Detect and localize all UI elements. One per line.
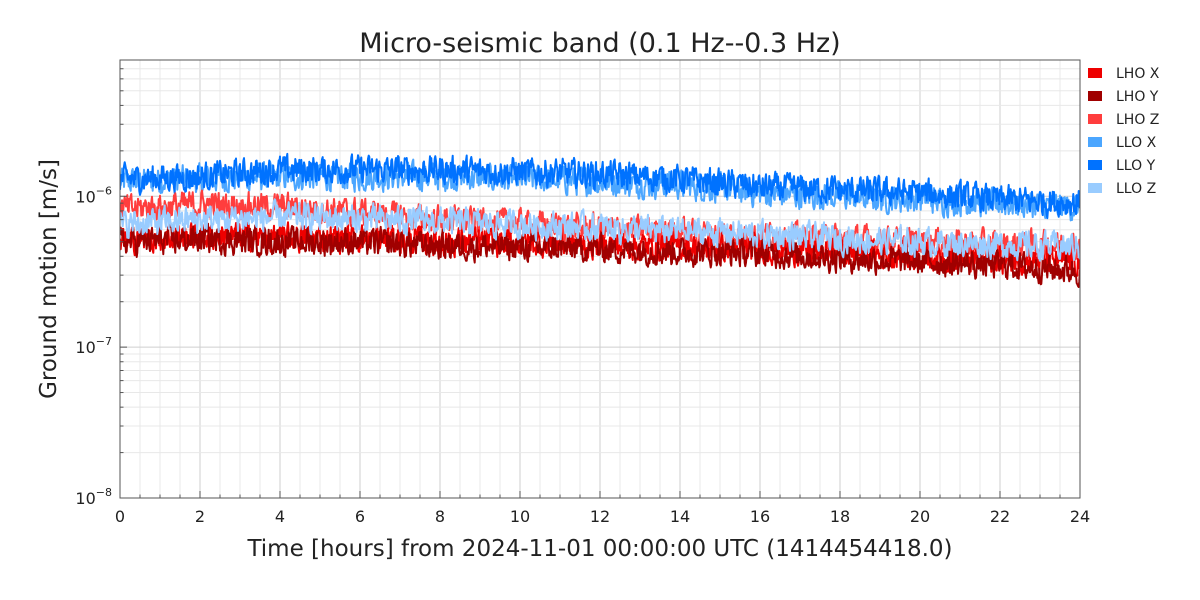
legend-label: LHO Y [1116,89,1159,105]
series-line-lho-z [120,189,1080,262]
x-tick-label: 18 [830,507,850,526]
legend-label: LLO Z [1116,181,1156,197]
legend-swatch [1088,114,1102,124]
series-layer [120,152,1080,288]
legend-label: LLO Y [1116,158,1156,174]
y-tick-label: 10−6 [75,184,112,206]
legend-label: LHO Z [1116,112,1159,128]
x-tick-labels: 0 2 4 6 8 10 12 14 16 18 20 22 24 [115,507,1090,526]
y-tick-labels: 10−8 10−7 10−6 [75,184,112,508]
legend: LHO X LHO Y LHO Z LLO X LLO Y LLO Z [1088,66,1160,197]
x-tick-label: 6 [355,507,365,526]
legend-label: LHO X [1116,66,1160,82]
x-tick-label: 12 [590,507,610,526]
series-line-llo-z [120,198,1080,262]
x-tick-label: 16 [750,507,770,526]
y-axis-label: Ground motion [m/s] [36,159,62,399]
x-tick-label: 10 [510,507,530,526]
x-tick-label: 2 [195,507,205,526]
legend-swatch [1088,183,1102,193]
x-tick-label: 22 [990,507,1010,526]
legend-swatch [1088,91,1102,101]
x-tick-label: 4 [275,507,285,526]
x-tick-label: 20 [910,507,930,526]
y-tick-label: 10−8 [75,486,112,508]
series-line-llo-y [120,152,1080,220]
chart-title: Micro-seismic band (0.1 Hz--0.3 Hz) [359,28,840,59]
legend-swatch [1088,160,1102,170]
series-line-lho-y [120,222,1080,288]
x-tick-label: 14 [670,507,690,526]
x-tick-label: 24 [1070,507,1090,526]
ticks [119,59,1081,499]
legend-label: LLO X [1116,135,1157,151]
x-tick-label: 8 [435,507,445,526]
grid [119,59,1081,499]
y-tick-label: 10−7 [75,335,112,357]
legend-swatch [1088,137,1102,147]
x-tick-label: 0 [115,507,125,526]
legend-swatch [1088,68,1102,78]
x-axis-label: Time [hours] from 2024-11-01 00:00:00 UT… [246,536,952,562]
